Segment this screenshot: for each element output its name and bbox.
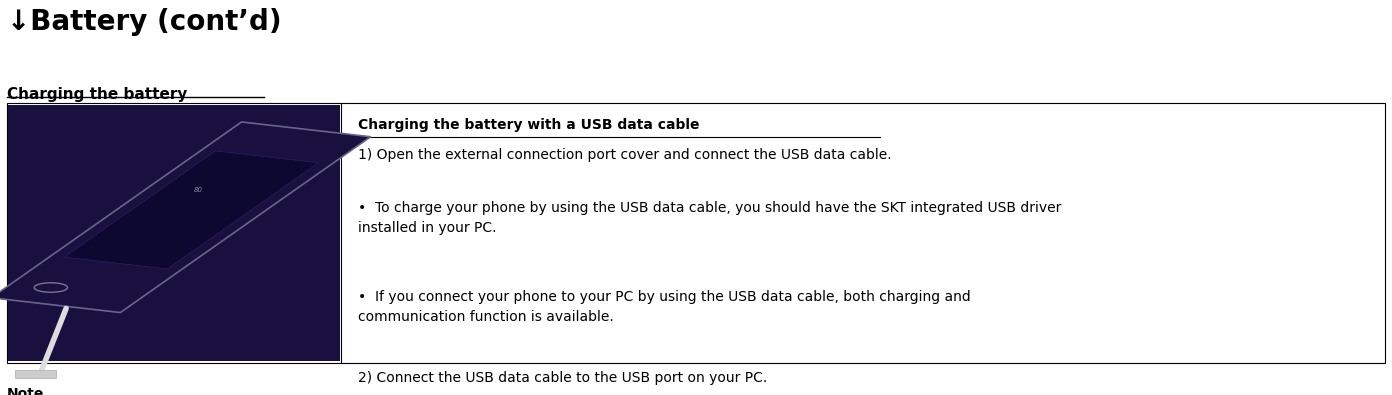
Text: Note: Note xyxy=(7,387,45,395)
Polygon shape xyxy=(64,151,319,269)
Text: •  If you connect your phone to your PC by using the USB data cable, both chargi: • If you connect your phone to your PC b… xyxy=(358,290,970,324)
Polygon shape xyxy=(0,122,370,312)
Bar xyxy=(8,105,340,361)
Text: Charging the battery: Charging the battery xyxy=(7,87,188,102)
Text: 2) Connect the USB data cable to the USB port on your PC.: 2) Connect the USB data cable to the USB… xyxy=(358,371,767,385)
Text: ↓Battery (cont’d): ↓Battery (cont’d) xyxy=(7,8,281,36)
Text: •  To charge your phone by using the USB data cable, you should have the SKT int: • To charge your phone by using the USB … xyxy=(358,201,1061,235)
Bar xyxy=(7,103,1385,363)
Text: 1) Open the external connection port cover and connect the USB data cable.: 1) Open the external connection port cov… xyxy=(358,148,891,162)
Bar xyxy=(14,370,56,378)
Text: Charging the battery with a USB data cable: Charging the battery with a USB data cab… xyxy=(358,118,699,132)
Text: 80: 80 xyxy=(193,187,203,193)
